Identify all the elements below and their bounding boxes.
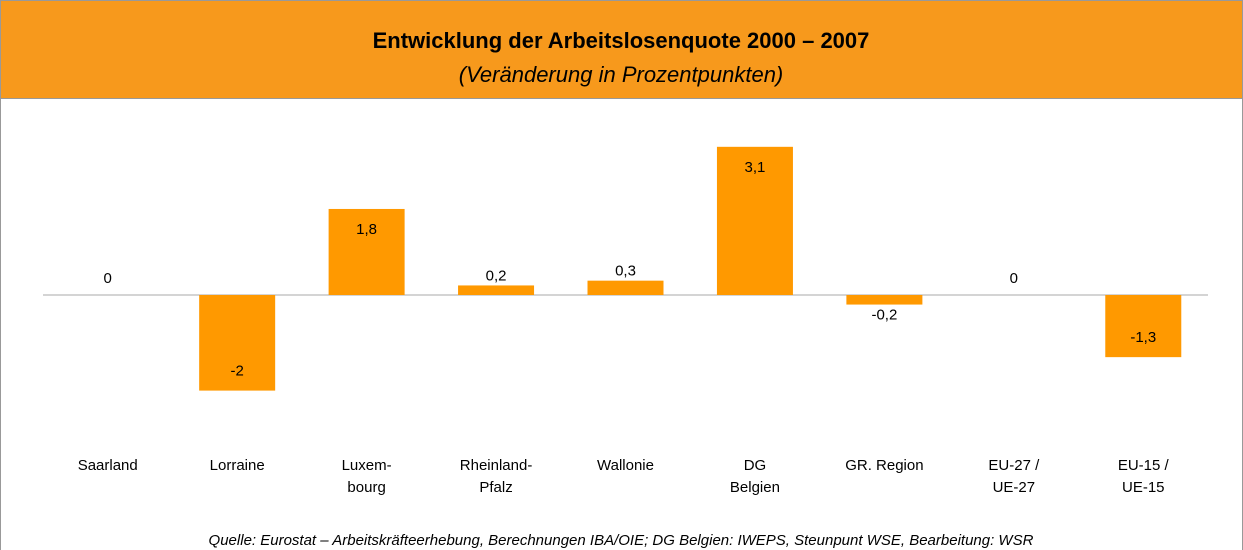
value-label: 0 [104,270,112,287]
x-tick-label: EU-27 /UE-27 [988,457,1040,496]
source-note: Quelle: Eurostat – Arbeitskräfteerhebung… [209,532,1034,549]
x-tick-label: Saarland [78,457,138,474]
value-label: -1,3 [1130,329,1156,346]
x-tick-label: GR. Region [845,457,923,474]
x-tick-label: Wallonie [597,457,654,474]
value-label: 0,2 [486,267,507,284]
x-tick-label: Luxem-bourg [342,457,392,496]
value-label: 3,1 [745,159,766,176]
value-label: 0,3 [615,263,636,280]
bar [1105,295,1182,358]
x-tick-label: Rheinland-Pfalz [460,457,533,496]
x-tick-label: EU-15 /UE-15 [1118,457,1170,496]
header-band [0,0,1243,99]
bar [716,146,793,295]
value-label: 1,8 [356,221,377,238]
value-label: -2 [230,363,243,380]
bar [199,295,276,391]
bar [328,208,405,295]
bar [846,295,923,305]
value-label: 0 [1010,270,1018,287]
bar [458,285,535,295]
x-tick-label: Lorraine [210,457,265,474]
bar [587,280,664,295]
value-label: -0,2 [871,307,897,324]
chart-title: Entwicklung der Arbeitslosenquote 2000 –… [373,28,870,53]
chart-subtitle: (Veränderung in Prozentpunkten) [459,62,784,87]
x-tick-label: DG Belgien [730,457,780,496]
